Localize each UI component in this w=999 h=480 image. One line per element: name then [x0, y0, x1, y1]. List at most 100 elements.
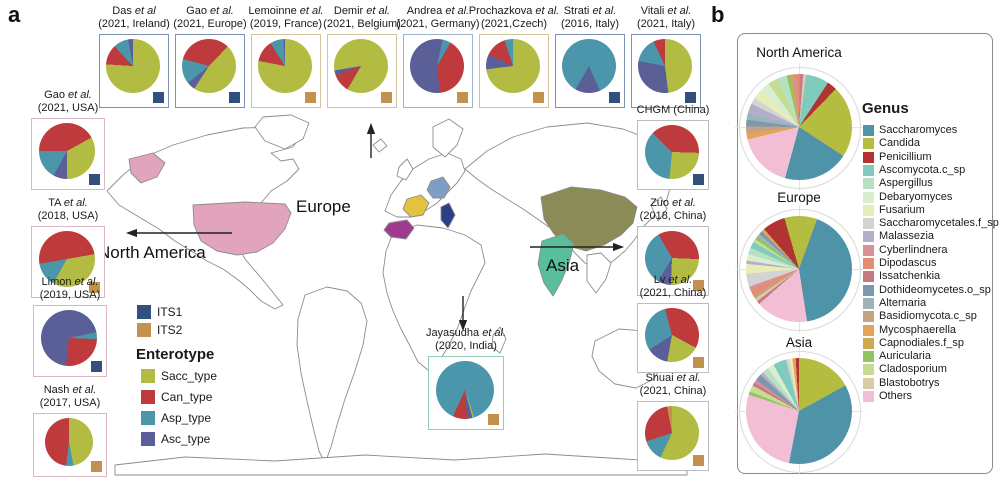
study-pie-box-lemoinne [251, 34, 321, 108]
enterotype-label-Asc_type: Asc_type [161, 432, 211, 446]
its-marker-shuai [693, 455, 704, 466]
enterotype-legend-title: Enterotype [136, 346, 215, 363]
genus-legend-item-penicillium: Penicillium [863, 151, 932, 163]
iceland [372, 138, 388, 153]
genus-label: Debaryomyces [879, 190, 953, 203]
genus-swatch [863, 284, 874, 296]
its-marker-gao_usa [89, 174, 100, 185]
genus-legend-item-mycosphaerella: Mycosphaerella [863, 323, 957, 336]
region-title-europe: Europe [777, 190, 821, 205]
its-marker-nash [91, 461, 102, 472]
genus-swatch [863, 364, 874, 376]
its-marker-limon [91, 361, 102, 372]
its-marker-lv [693, 357, 704, 368]
genus-legend-item-saccharomycetales-f-sp: Saccharomycetales.f_sp [863, 218, 999, 230]
study-pie-gao_usa [39, 123, 95, 179]
genus-legend-item-auricularia: Auricularia [863, 351, 931, 363]
study-pie-box-das [99, 34, 169, 108]
study-caption-andrea: Andrea et al. (2021, Germany) [396, 5, 480, 30]
its-marker-ta [89, 282, 100, 293]
genus-label: Mycosphaerella [879, 323, 957, 336]
its-marker-andrea [457, 92, 468, 103]
genus-label: Ascomycota.c_sp [879, 163, 966, 176]
genus-legend-item-dothideomycetes-o-sp: Dothideomycetes.o_sp [863, 284, 991, 296]
its-marker-demir [381, 92, 392, 103]
pie-ring [739, 351, 861, 473]
country-spain [383, 219, 415, 240]
region-pie-europe [746, 216, 852, 322]
study-caption-ta: TA et al. (2018, USA) [37, 197, 99, 222]
its-swatch-ITS1 [137, 305, 151, 319]
genus-legend-item-basidiomycota-c-sp: Basidiomycota.c_sp [863, 311, 977, 323]
genus-legend-item-cyberlindnera: Cyberlindnera [863, 244, 947, 256]
study-caption-lemoinne: Lemoinne et al. (2019, France) [248, 5, 324, 30]
study-pie-box-ta [31, 226, 105, 298]
region-title-asia: Asia [785, 335, 813, 350]
study-pie-box-jayasudha [428, 356, 504, 430]
genus-swatch [863, 377, 874, 389]
genus-swatch [863, 337, 874, 349]
its-marker-strati [609, 92, 620, 103]
genus-swatch [863, 164, 874, 176]
its-marker-zuo [693, 280, 704, 291]
genus-legend-title: Genus [862, 100, 909, 117]
enterotype-label-Sacc_type: Sacc_type [161, 369, 218, 383]
its-legend-item-ITS2: ITS2 [137, 323, 182, 337]
study-caption-strati: Strati et al. (2016, Italy) [560, 5, 620, 30]
genus-swatch [863, 297, 874, 309]
genus-legend-item-alternaria: Alternaria [863, 296, 927, 309]
its-marker-prochazkova [533, 92, 544, 103]
genus-label: Aspergillus [879, 177, 933, 190]
its-marker-das [153, 92, 164, 103]
genus-swatch [863, 218, 874, 230]
country-india [537, 233, 575, 297]
study-pie-box-andrea [403, 34, 473, 108]
genus-label: Candida [879, 137, 920, 150]
map-label-europe: Europe [296, 197, 351, 216]
study-pie-shuai [645, 406, 699, 460]
its-legend-item-ITS1: ITS1 [137, 305, 182, 319]
map-label-asia: Asia [546, 256, 580, 275]
genus-swatch [863, 271, 874, 283]
study-pie-vitali [638, 39, 692, 93]
study-caption-nash: Nash et al. (2017, USA) [39, 384, 101, 409]
genus-label: Alternaria [879, 296, 927, 309]
country-germany [426, 176, 451, 199]
study-pie-das [106, 39, 160, 93]
its-marker-jayasudha [488, 414, 499, 425]
region-title-north-america: North America [756, 45, 842, 60]
panel-b-label: b [711, 2, 725, 27]
genus-swatch [863, 391, 874, 402]
its-marker-gao_eu [229, 92, 240, 103]
genus-swatch [863, 204, 874, 216]
study-caption-zuo: Zuo et al. (2018, China) [639, 197, 707, 222]
study-pie-box-gao_usa [31, 118, 105, 190]
continent-africa [382, 224, 486, 371]
its-marker-vitali [685, 92, 696, 103]
panel-a-label: a [8, 2, 21, 27]
country-italy [440, 202, 456, 229]
continent-south-america [296, 286, 368, 464]
study-pie-prochazkova [486, 39, 540, 93]
its-marker-lemoinne [305, 92, 316, 103]
its-label-ITS1: ITS1 [157, 305, 183, 319]
enterotype-legend-item-Asp_type: Asp_type [141, 411, 211, 425]
genus-legend-item-debaryomyces: Debaryomyces [863, 190, 953, 203]
genus-label: Saccharomyces [879, 124, 958, 136]
its-label-ITS2: ITS2 [157, 323, 183, 337]
study-caption-demir: Demir et al. (2021, Belgium) [323, 5, 401, 30]
study-pie-box-chgm [637, 120, 709, 190]
genus-swatch [863, 258, 874, 269]
study-pie-gao_eu [182, 39, 236, 93]
study-pie-strati [562, 39, 616, 93]
country-china [540, 186, 638, 252]
study-caption-limon: Limon et al. (2019, USA) [39, 276, 101, 301]
study-pie-lemoinne [258, 39, 312, 93]
enterotype-label-Asp_type: Asp_type [161, 411, 212, 425]
pie-ring [739, 209, 861, 331]
study-caption-lv: Lv et al. (2021, China) [639, 274, 707, 299]
region-pie-north-america [746, 74, 852, 180]
study-pie-box-shuai [637, 401, 709, 471]
genus-legend-item-saccharomyces: Saccharomyces [863, 125, 957, 136]
genus-legend-item-malassezia: Malassezia [863, 231, 934, 243]
